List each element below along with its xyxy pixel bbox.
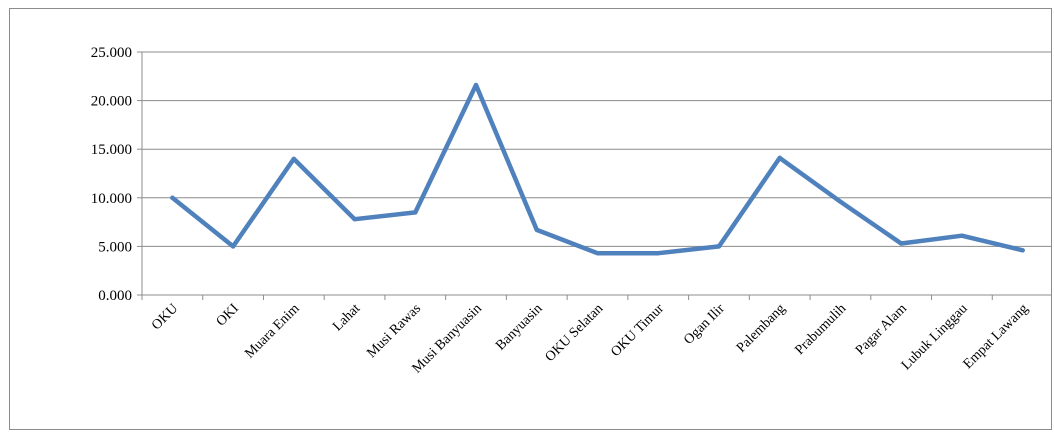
x-tick-label: OKI	[214, 301, 242, 329]
y-tick-label: 20.000	[91, 94, 132, 110]
data-point	[838, 199, 843, 204]
series	[170, 82, 1025, 256]
line-chart: 0.000 5.000 10.000 15.000 20.000 25.000 OKU OK…	[91, 45, 1054, 376]
data-point	[352, 216, 357, 222]
x-tick-label: Musi Rawas	[364, 301, 424, 361]
data-point	[959, 233, 965, 238]
x-tick-label: Empat Lawang	[961, 301, 1032, 372]
data-point	[898, 241, 904, 246]
data-point	[170, 195, 175, 200]
data-point	[1020, 248, 1025, 253]
y-tick-label: 5.000	[98, 239, 132, 255]
data-point	[473, 82, 479, 88]
series-line	[170, 82, 1025, 256]
data-point	[291, 156, 297, 162]
data-point	[534, 227, 539, 233]
x-tick-label: Banyuasin	[493, 301, 545, 353]
data-point	[716, 244, 722, 249]
x-tick-label: Palembang	[734, 301, 789, 356]
y-tick-label: 0.000	[98, 288, 132, 304]
data-point	[656, 251, 661, 256]
x-tick-label: Lahat	[330, 301, 363, 334]
axes	[137, 51, 1054, 300]
x-tick-label: OKU Timur	[608, 301, 667, 360]
data-point	[595, 251, 600, 256]
chart-frame: 0.000 5.000 10.000 15.000 20.000 25.000 OKU OK…	[9, 8, 1054, 430]
y-tick-label: 10.000	[91, 191, 132, 207]
y-tick-label: 25.000	[91, 45, 132, 61]
y-tick-label: 15.000	[91, 142, 132, 158]
x-tick-label: OKU Selatan	[543, 301, 607, 365]
data-point	[230, 244, 236, 249]
x-tick-label: OKU	[149, 301, 181, 333]
x-tick-label: Pagar Alam	[853, 301, 910, 358]
x-tick-label: Prabumulih	[792, 301, 849, 358]
data-point	[413, 210, 418, 215]
y-tick-labels: 0.000 5.000 10.000 15.000 20.000 25.000	[91, 45, 132, 304]
data-point	[777, 155, 782, 161]
grid-lines	[142, 51, 1053, 247]
x-tick-label: Muara Enim	[242, 301, 302, 361]
x-tick-label: Ogan Ilir	[681, 301, 728, 348]
